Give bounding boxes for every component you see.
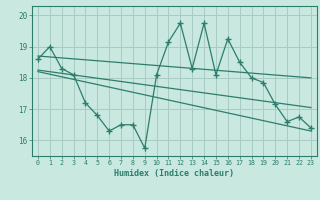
X-axis label: Humidex (Indice chaleur): Humidex (Indice chaleur)	[115, 169, 234, 178]
